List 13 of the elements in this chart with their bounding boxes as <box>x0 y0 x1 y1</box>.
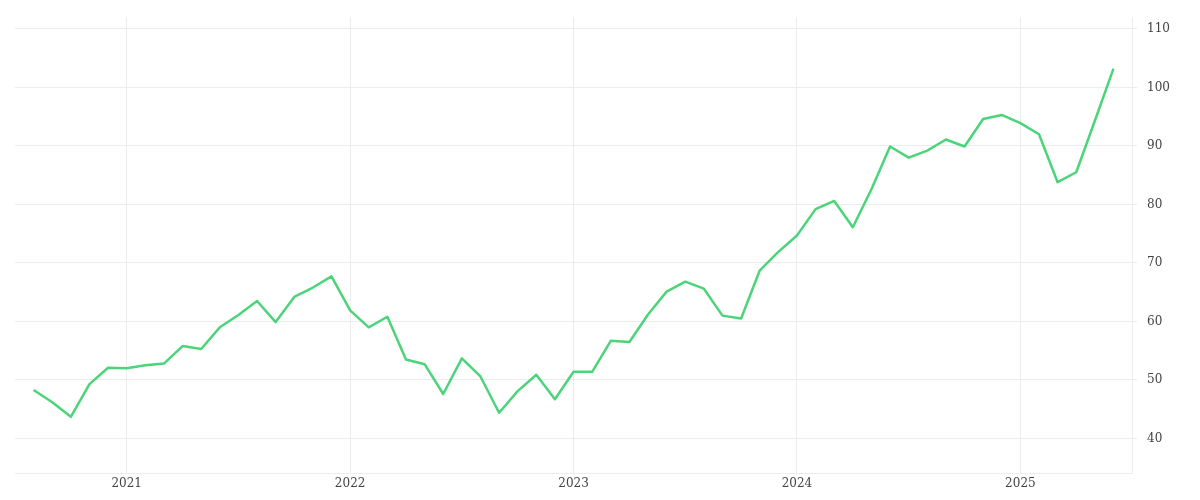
y-tick-label: 40 <box>1147 430 1163 445</box>
y-tick-label: 70 <box>1147 255 1163 270</box>
y-tick-label: 110 <box>1147 21 1170 36</box>
y-tick-label: 100 <box>1147 79 1170 94</box>
y-tick-label: 60 <box>1147 313 1163 328</box>
x-tick-label: 2025 <box>1005 475 1036 490</box>
y-tick-label: 50 <box>1147 372 1163 387</box>
x-tick-label: 2023 <box>558 475 589 490</box>
y-tick-label: 90 <box>1147 138 1163 153</box>
x-tick-label: 2021 <box>111 475 142 490</box>
y-tick-label: 80 <box>1147 196 1163 211</box>
x-tick-label: 2022 <box>334 475 366 490</box>
x-tick-label: 2024 <box>781 475 813 490</box>
